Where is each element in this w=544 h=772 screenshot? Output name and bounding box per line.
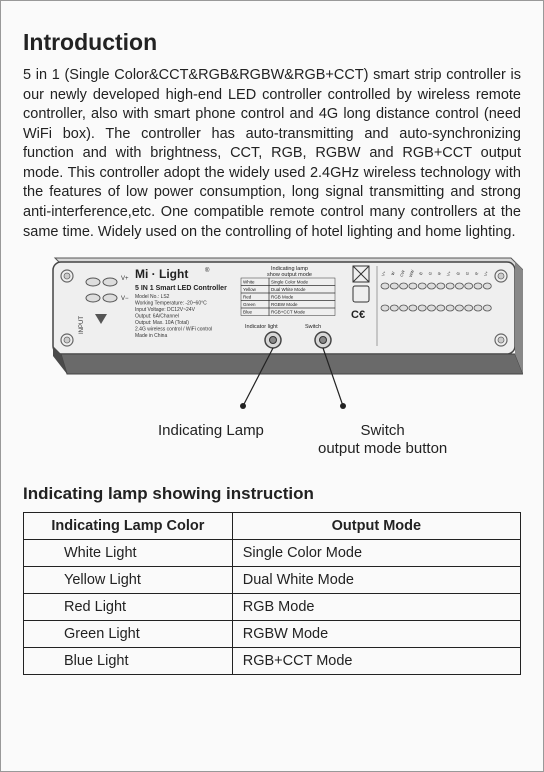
table-header-mode: Output Mode bbox=[232, 513, 520, 540]
table-cell: Dual White Mode bbox=[232, 567, 520, 594]
brand-text: Mi · Light bbox=[135, 267, 188, 281]
svg-text:INPUT: INPUT bbox=[79, 316, 85, 334]
table-cell: Yellow Light bbox=[24, 567, 233, 594]
svg-text:RGBW Mode: RGBW Mode bbox=[271, 302, 298, 307]
table-cell: Green Light bbox=[24, 621, 233, 648]
intro-paragraph: 5 in 1 (Single Color&CCT&RGB&RGBW&RGB+CC… bbox=[23, 66, 521, 242]
svg-text:V+: V+ bbox=[121, 276, 129, 282]
svg-text:Green: Green bbox=[243, 302, 256, 307]
svg-text:®: ® bbox=[205, 267, 210, 274]
svg-text:Yellow: Yellow bbox=[243, 287, 257, 292]
table-cell: Single Color Mode bbox=[232, 540, 520, 567]
modes-table: Indicating Lamp Color Output Mode White … bbox=[23, 512, 521, 675]
table-cell: Blue Light bbox=[24, 648, 233, 675]
table-row: White LightSingle Color Mode bbox=[24, 540, 521, 567]
svg-text:Red: Red bbox=[243, 295, 252, 300]
table-cell: RGBW Mode bbox=[232, 621, 520, 648]
svg-text:RGB Mode: RGB Mode bbox=[271, 295, 294, 300]
spec-line: Working Temperature: -20~60°C bbox=[135, 301, 207, 307]
spec-line: Input Voltage: DC12V~24V bbox=[135, 307, 196, 313]
spec-line: Model No.: LS2 bbox=[135, 294, 170, 300]
svg-text:V−: V− bbox=[121, 296, 129, 302]
device-diagram: V+ V− INPUT Mi · Light ® 5 IN 1 Smart LE… bbox=[23, 256, 521, 416]
svg-text:Single Color Mode: Single Color Mode bbox=[271, 280, 309, 285]
table-row: Green LightRGBW Mode bbox=[24, 621, 521, 648]
svg-text:White: White bbox=[243, 280, 255, 285]
table-row: Yellow LightDual White Mode bbox=[24, 567, 521, 594]
svg-text:show output mode: show output mode bbox=[267, 272, 312, 278]
svg-text:Indicator light: Indicator light bbox=[245, 324, 278, 330]
spec-line: Output: Max. 10A (Total) bbox=[135, 320, 189, 326]
table-cell: White Light bbox=[24, 540, 233, 567]
svg-text:5 IN 1 Smart LED Controller: 5 IN 1 Smart LED Controller bbox=[135, 285, 227, 292]
spec-line: 2.4G wireless control / WiFi control bbox=[135, 327, 212, 333]
table-cell: RGB Mode bbox=[232, 594, 520, 621]
table-row: Red LightRGB Mode bbox=[24, 594, 521, 621]
svg-text:RGB+CCT Mode: RGB+CCT Mode bbox=[271, 310, 306, 315]
table-title: Indicating lamp showing instruction bbox=[23, 484, 521, 504]
table-row: Blue LightRGB+CCT Mode bbox=[24, 648, 521, 675]
svg-text:Blue: Blue bbox=[243, 310, 253, 315]
spec-line: Output: 6A/Channel bbox=[135, 314, 179, 320]
table-cell: Red Light bbox=[24, 594, 233, 621]
table-cell: RGB+CCT Mode bbox=[232, 648, 520, 675]
spec-line: Made in China bbox=[135, 333, 167, 339]
svg-text:Switch: Switch bbox=[305, 324, 321, 330]
callout-switch: Switch output mode button bbox=[318, 422, 447, 458]
callout-indicating-lamp: Indicating Lamp bbox=[158, 422, 264, 439]
table-header-color: Indicating Lamp Color bbox=[24, 513, 233, 540]
diagram-callouts: Indicating Lamp Switch output mode butto… bbox=[23, 422, 521, 462]
svg-text:Dual White Mode: Dual White Mode bbox=[271, 287, 306, 292]
svg-text:C€: C€ bbox=[351, 309, 365, 321]
page-title: Introduction bbox=[23, 29, 521, 56]
